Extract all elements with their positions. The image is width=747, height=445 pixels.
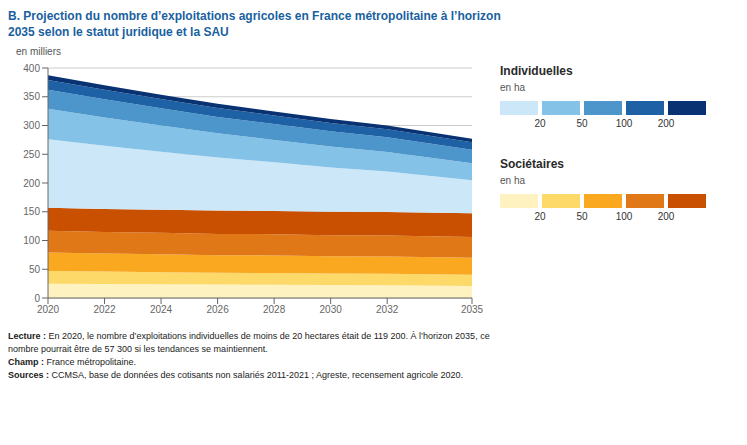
svg-text:2032: 2032 xyxy=(376,304,399,315)
html-text:en ha: en ha xyxy=(500,175,525,186)
html-text:50: 50 xyxy=(576,211,588,222)
html-text:nombre pourrait être de 57 300: nombre pourrait être de 57 300 si les te… xyxy=(8,344,268,354)
svg-text:200: 200 xyxy=(23,178,40,189)
svg-text:2030: 2030 xyxy=(320,304,343,315)
svg-text:250: 250 xyxy=(23,149,40,160)
svg-text:300: 300 xyxy=(23,120,40,131)
svg-text:0: 0 xyxy=(34,293,40,304)
svg-text:400: 400 xyxy=(23,63,40,74)
svg-text:2020: 2020 xyxy=(37,304,60,315)
html-text:100: 100 xyxy=(615,118,633,129)
svg-text:350: 350 xyxy=(23,91,40,102)
html-text:100: 100 xyxy=(615,211,633,222)
html-text:Lecture : En 2020, le nombre d: Lecture : En 2020, le nombre d’exploitat… xyxy=(8,331,490,341)
html-text:20: 20 xyxy=(534,118,546,129)
html-text:200: 200 xyxy=(657,118,675,129)
html-text:Sources : CCMSA, base de donné: Sources : CCMSA, base de données des cot… xyxy=(8,370,464,380)
svg-text:2035: 2035 xyxy=(461,304,484,315)
html-text:en ha: en ha xyxy=(500,82,525,93)
svg-text:50: 50 xyxy=(29,264,41,275)
html-text:200: 200 xyxy=(657,211,675,222)
svg-text:2026: 2026 xyxy=(206,304,229,315)
svg-text:100: 100 xyxy=(23,235,40,246)
html-text:Individuelles: Individuelles xyxy=(500,64,573,78)
svg-text:2022: 2022 xyxy=(93,304,116,315)
svg-text:150: 150 xyxy=(23,206,40,217)
html-text:20: 20 xyxy=(534,211,546,222)
html-text:2035 selon le statut juridique: 2035 selon le statut juridique et la SAU xyxy=(8,25,229,39)
html-text:50: 50 xyxy=(576,118,588,129)
html-text:Champ : France métropolitaine.: Champ : France métropolitaine. xyxy=(8,357,136,367)
svg-text:2024: 2024 xyxy=(150,304,173,315)
html-text:Sociétaires: Sociétaires xyxy=(500,157,564,171)
svg-text:2028: 2028 xyxy=(263,304,286,315)
html-text:en milliers: en milliers xyxy=(16,46,61,57)
html-text:B. Projection du nombre d’expl: B. Projection du nombre d’exploitations … xyxy=(8,9,501,23)
